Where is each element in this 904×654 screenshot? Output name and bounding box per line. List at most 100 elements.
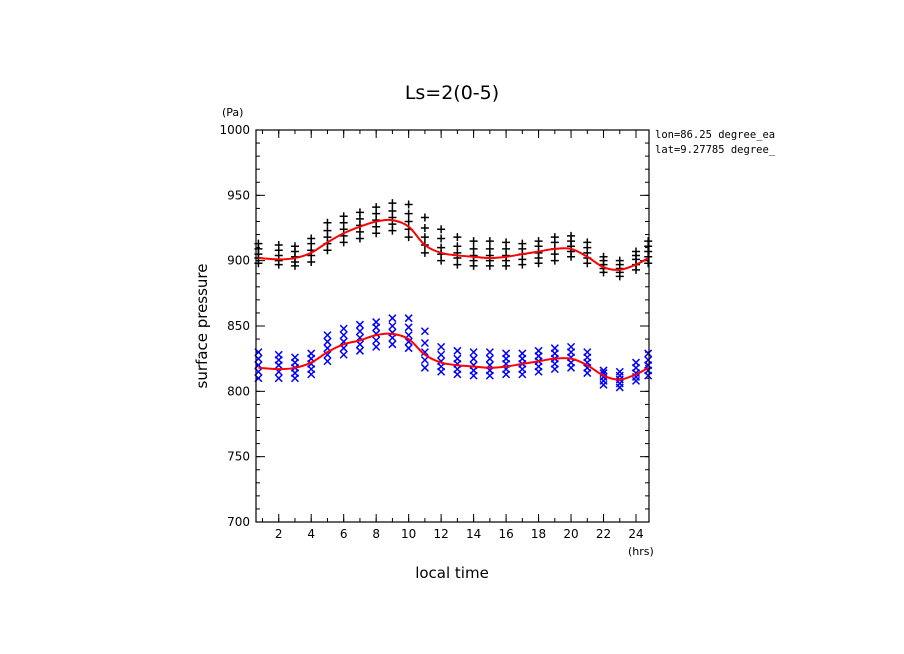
y-tick-label: 950	[227, 188, 250, 202]
cross-marker	[323, 331, 332, 340]
plus-marker	[307, 234, 316, 243]
plus-marker	[485, 237, 494, 246]
cross-marker	[307, 349, 316, 358]
cross-marker	[567, 342, 576, 351]
plus-marker	[469, 244, 478, 253]
cross-marker	[485, 354, 494, 363]
cross-marker	[644, 355, 653, 365]
x-tick-label: 14	[466, 527, 481, 541]
plus-marker	[469, 237, 478, 246]
cross-marker	[404, 314, 413, 323]
plus-marker	[339, 212, 348, 221]
plus-marker	[404, 200, 413, 209]
y-tick-label: 700	[227, 515, 250, 529]
cross-marker	[420, 363, 429, 372]
cross-marker	[404, 337, 413, 346]
plus-marker	[437, 243, 446, 252]
cross-marker	[355, 320, 364, 329]
chart-title: Ls=2(0-5)	[405, 82, 499, 104]
cross-marker	[323, 357, 332, 366]
cross-marker	[469, 354, 478, 363]
cross-marker	[323, 337, 332, 346]
cross-marker	[469, 348, 478, 357]
cross-marker	[518, 349, 527, 358]
plus-marker	[420, 248, 429, 257]
cross-marker	[339, 350, 348, 359]
plus-marker	[290, 242, 299, 251]
cross-marker	[355, 346, 364, 355]
plus-marker	[323, 218, 332, 227]
cross-marker	[274, 350, 283, 359]
plus-marker	[615, 256, 624, 265]
cross-marker	[420, 338, 429, 348]
cross-marker	[274, 374, 283, 383]
cross-marker	[388, 321, 397, 331]
cross-marker	[631, 358, 641, 367]
plus-marker	[644, 237, 653, 246]
plus-marker	[404, 233, 413, 242]
cross-marker	[453, 346, 462, 355]
plus-marker	[404, 217, 413, 226]
fit-curve-black-series	[258, 218, 649, 271]
cross-marker	[339, 331, 348, 340]
cross-marker	[388, 314, 397, 323]
x-axis-label: local time	[415, 564, 489, 582]
plus-marker	[404, 209, 413, 218]
cross-marker	[599, 366, 608, 375]
x-unit-label: (hrs)	[628, 545, 654, 558]
cross-marker	[388, 340, 397, 349]
plus-marker	[453, 233, 462, 242]
cross-marker	[372, 318, 381, 327]
x-tick-label: 24	[628, 527, 643, 541]
y-tick-label: 1000	[219, 123, 250, 137]
plus-marker	[453, 242, 462, 251]
plus-marker	[372, 203, 381, 212]
y-axis-label: surface pressure	[193, 264, 211, 389]
x-tick-label: 18	[531, 527, 546, 541]
plus-marker	[534, 237, 543, 246]
x-tick-label: 6	[340, 527, 348, 541]
cross-marker	[339, 324, 348, 333]
y-tick-label: 850	[227, 319, 250, 333]
x-tick-label: 10	[401, 527, 416, 541]
cross-marker	[437, 350, 446, 359]
plus-marker	[437, 234, 446, 243]
plus-marker	[388, 199, 397, 208]
plus-marker	[632, 247, 641, 256]
fit-curve-blue-series	[258, 332, 649, 381]
plus-marker	[502, 238, 511, 247]
cross-marker	[355, 327, 364, 336]
x-tick-label: 4	[307, 527, 315, 541]
plus-marker	[518, 239, 527, 248]
plus-marker	[599, 252, 608, 261]
plus-marker	[388, 207, 397, 216]
cross-marker	[404, 344, 413, 353]
plus-marker	[583, 238, 592, 247]
cross-marker	[290, 353, 300, 362]
plus-marker	[274, 240, 283, 249]
cross-marker	[644, 349, 653, 358]
y-tick-label: 750	[227, 450, 250, 464]
cross-marker	[420, 327, 429, 336]
lon-annotation: lon=86.25 degree_ea	[655, 129, 775, 141]
cross-marker	[372, 342, 381, 351]
cross-marker	[534, 346, 543, 355]
plot-area: 2 4 6 8 10 12 14 16 18 20 22 2470075080085090095010…	[219, 123, 653, 541]
plus-marker	[437, 225, 446, 234]
x-tick-label: 16	[498, 527, 513, 541]
x-tick-label: 22	[596, 527, 611, 541]
cross-marker	[485, 348, 494, 357]
plot-frame	[255, 129, 650, 523]
plus-marker	[420, 233, 429, 242]
plus-marker	[420, 224, 429, 232]
x-tick-label: 2	[275, 527, 283, 541]
plus-marker	[550, 233, 559, 242]
plus-marker	[355, 208, 364, 217]
cross-marker	[550, 344, 559, 353]
cross-marker	[502, 349, 511, 358]
plus-marker	[567, 231, 576, 240]
x-tick-label: 20	[563, 527, 578, 541]
plus-marker	[420, 213, 429, 222]
plus-marker	[323, 226, 332, 235]
